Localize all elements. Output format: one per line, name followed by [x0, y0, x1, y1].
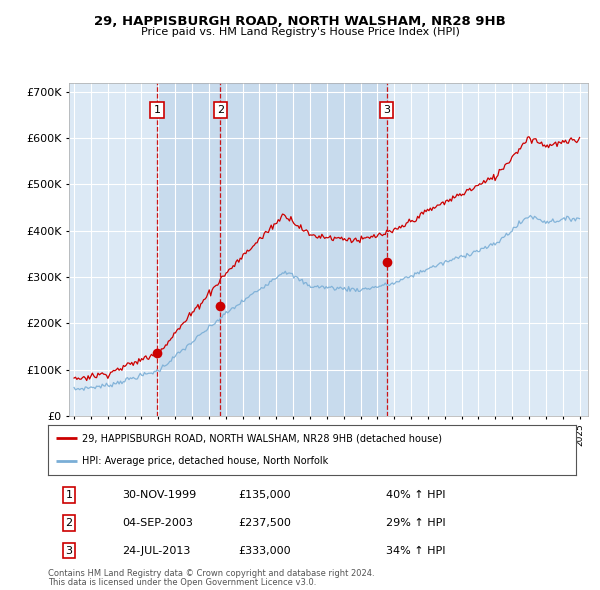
Text: £333,000: £333,000 [238, 546, 291, 556]
Text: 04-SEP-2003: 04-SEP-2003 [122, 518, 193, 527]
Text: Price paid vs. HM Land Registry's House Price Index (HPI): Price paid vs. HM Land Registry's House … [140, 27, 460, 37]
Text: 40% ↑ HPI: 40% ↑ HPI [386, 490, 445, 500]
Text: 30-NOV-1999: 30-NOV-1999 [122, 490, 196, 500]
Bar [157, 83, 220, 416]
Text: This data is licensed under the Open Government Licence v3.0.: This data is licensed under the Open Gov… [48, 578, 316, 587]
Text: HPI: Average price, detached house, North Norfolk: HPI: Average price, detached house, Nort… [82, 457, 329, 467]
Text: 29% ↑ HPI: 29% ↑ HPI [386, 518, 446, 527]
Text: 24-JUL-2013: 24-JUL-2013 [122, 546, 190, 556]
Bar [220, 83, 387, 416]
Text: 29, HAPPISBURGH ROAD, NORTH WALSHAM, NR28 9HB (detached house): 29, HAPPISBURGH ROAD, NORTH WALSHAM, NR2… [82, 433, 442, 443]
Text: 34% ↑ HPI: 34% ↑ HPI [386, 546, 445, 556]
Text: 3: 3 [383, 106, 390, 116]
Text: £135,000: £135,000 [238, 490, 291, 500]
Text: £237,500: £237,500 [238, 518, 291, 527]
Text: 29, HAPPISBURGH ROAD, NORTH WALSHAM, NR28 9HB: 29, HAPPISBURGH ROAD, NORTH WALSHAM, NR2… [94, 15, 506, 28]
Text: 2: 2 [217, 106, 224, 116]
Text: 1: 1 [65, 490, 73, 500]
Text: 3: 3 [65, 546, 73, 556]
Text: 2: 2 [65, 518, 73, 527]
Text: Contains HM Land Registry data © Crown copyright and database right 2024.: Contains HM Land Registry data © Crown c… [48, 569, 374, 578]
Text: 1: 1 [154, 106, 160, 116]
